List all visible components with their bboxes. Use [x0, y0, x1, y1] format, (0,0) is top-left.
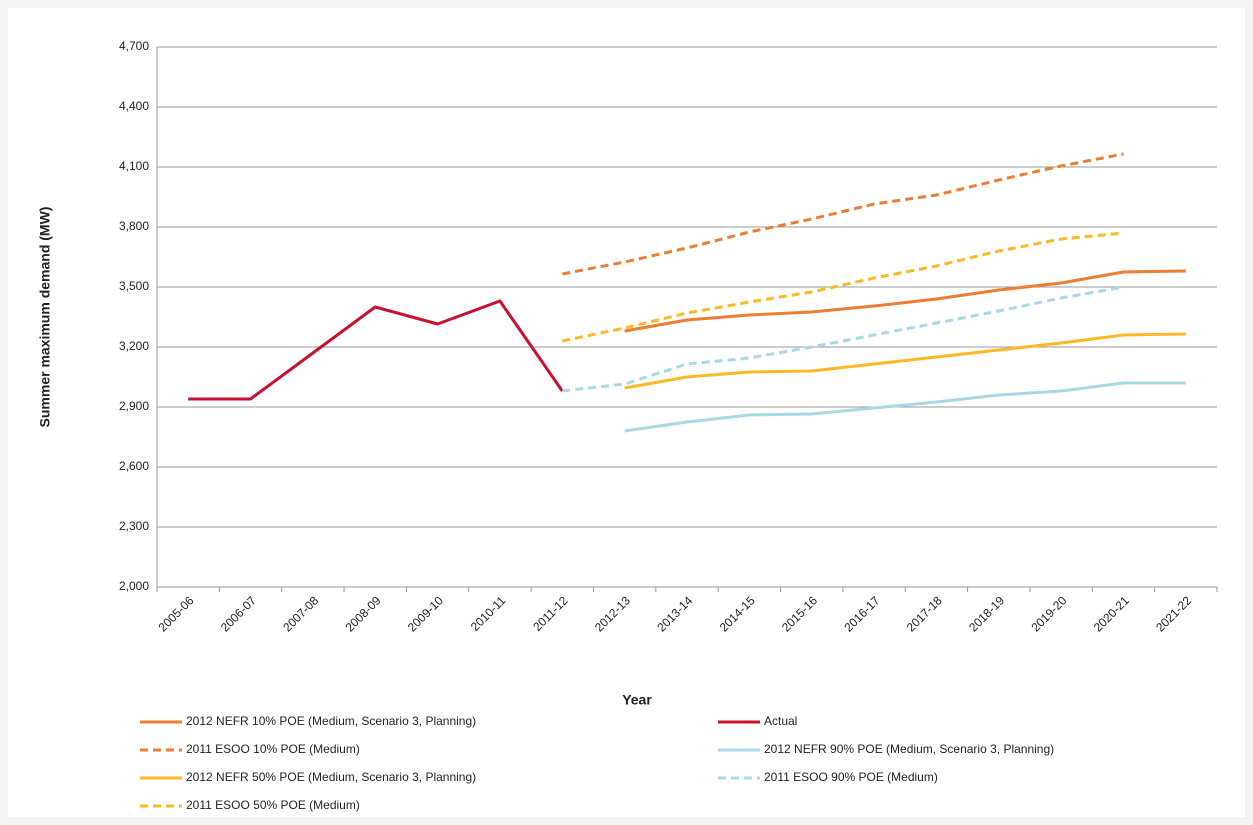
legend-label: 2012 NEFR 90% POE (Medium, Scenario 3, P… [764, 742, 1054, 756]
y-tick-label: 2,600 [119, 459, 149, 473]
series-line [624, 269, 1186, 333]
y-tick-label: 3,800 [119, 219, 149, 233]
y-tick-label: 4,400 [119, 99, 149, 113]
legend-label: Actual [764, 714, 797, 728]
series-line [562, 152, 1124, 276]
y-tick-label: 4,100 [119, 159, 149, 173]
y-tick-label: 2,000 [119, 579, 149, 593]
x-axis-label: Year [622, 692, 652, 708]
series-line [624, 381, 1186, 433]
legend-label: 2011 ESOO 50% POE (Medium) [186, 798, 360, 812]
y-axis-label: Summer maximum demand (MW) [37, 207, 53, 428]
legend-label: 2012 NEFR 50% POE (Medium, Scenario 3, P… [186, 770, 476, 784]
chart-panel [8, 8, 1245, 817]
y-tick-label: 3,500 [119, 279, 149, 293]
y-tick-label: 2,900 [119, 399, 149, 413]
series-line [561, 231, 1124, 343]
y-tick-label: 4,700 [119, 39, 149, 53]
series-line [562, 285, 1124, 393]
legend-label: 2011 ESOO 10% POE (Medium) [186, 742, 360, 756]
series-line [188, 299, 564, 401]
legend-label: 2011 ESOO 90% POE (Medium) [764, 770, 938, 784]
legend-label: 2012 NEFR 10% POE (Medium, Scenario 3, P… [186, 714, 476, 728]
y-tick-label: 2,300 [119, 519, 149, 533]
series-line [624, 332, 1186, 390]
y-tick-label: 3,200 [119, 339, 149, 353]
